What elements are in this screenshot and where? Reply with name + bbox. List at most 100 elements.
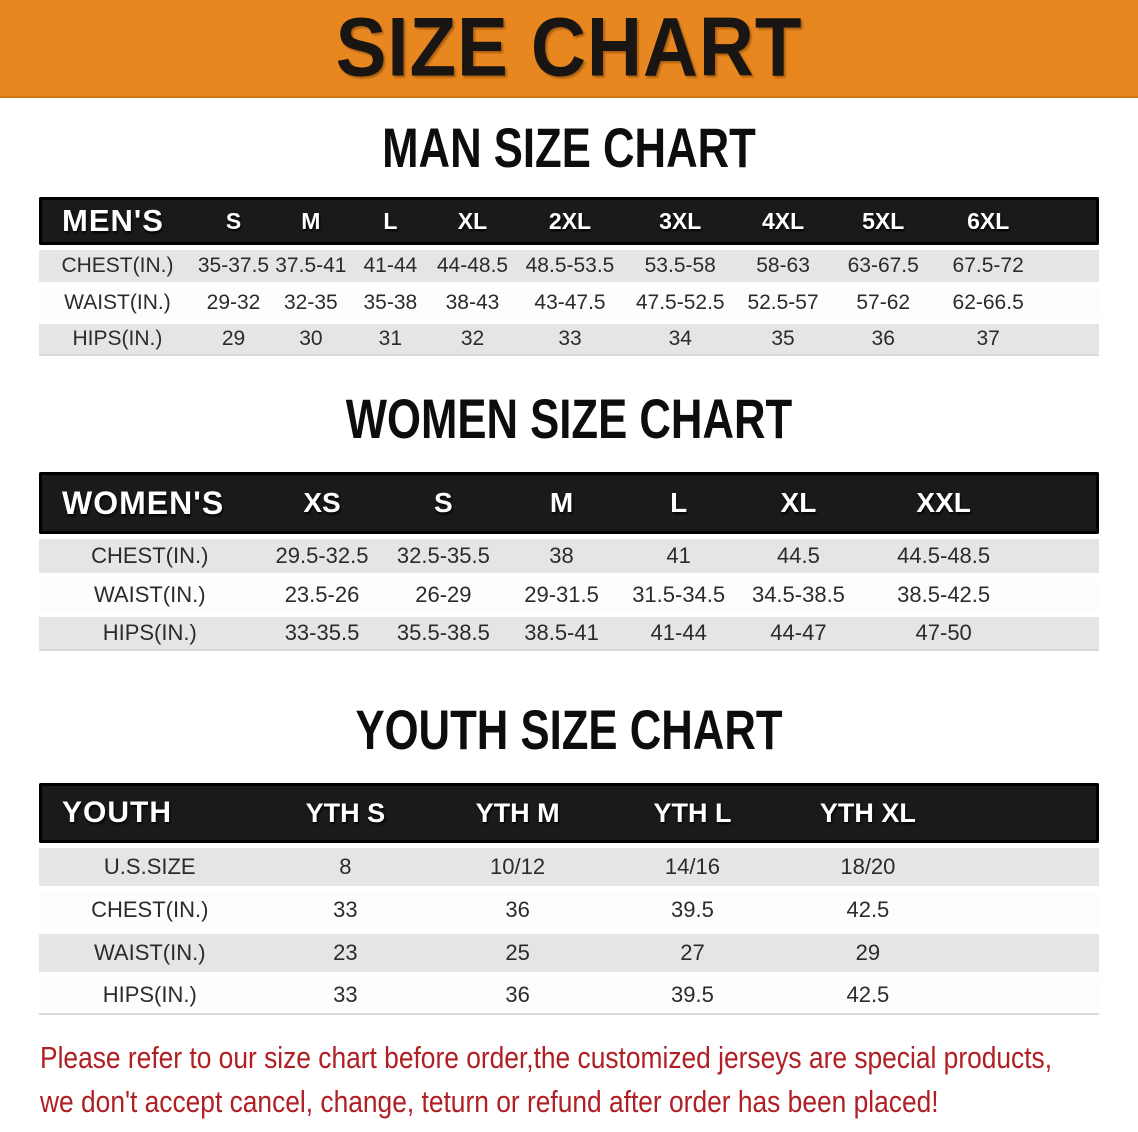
table-cell: 8 bbox=[260, 848, 431, 886]
table-cell: 34 bbox=[625, 324, 736, 356]
table-cell: 48.5-53.5 bbox=[514, 250, 626, 282]
table-cell: 39.5 bbox=[605, 891, 780, 929]
disclaimer-line-1: Please refer to our size chart before or… bbox=[40, 1040, 1053, 1075]
table-cell: 29 bbox=[195, 324, 272, 356]
women-size-section: WOMEN SIZE CHART WOMEN'S XS S M L XL XXL CHEST(… bbox=[0, 391, 1138, 656]
women-size-table: WOMEN'S XS S M L XL XXL CHEST(IN.) 29.5-32.5 32.5… bbox=[39, 467, 1099, 656]
table-cell: 67.5-72 bbox=[935, 250, 1041, 282]
column-header: S bbox=[195, 197, 272, 245]
table-row: HIPS(IN.) 29 30 31 32 33 34 35 36 37 bbox=[39, 324, 1099, 356]
table-cell: 34.5-38.5 bbox=[737, 578, 860, 612]
table-cell: 32.5-35.5 bbox=[383, 539, 504, 573]
table-cell: 26-29 bbox=[383, 578, 504, 612]
table-row: WAIST(IN.) 29-32 32-35 35-38 38-43 43-47.5 47.… bbox=[39, 287, 1099, 319]
table-cell: 35-37.5 bbox=[195, 250, 272, 282]
table-cell: 44-47 bbox=[737, 617, 860, 651]
row-label: HIPS(IN.) bbox=[39, 617, 261, 651]
table-cell: 29 bbox=[779, 934, 956, 972]
table-cell: 30 bbox=[271, 324, 351, 356]
table-cell: 18/20 bbox=[779, 848, 956, 886]
table-cell: 32-35 bbox=[271, 287, 351, 319]
column-header: 2XL bbox=[514, 197, 626, 245]
table-cell: 41 bbox=[619, 539, 738, 573]
column-header: 3XL bbox=[625, 197, 736, 245]
table-row: WAIST(IN.) 23.5-26 26-29 29-31.5 31.5-34.5 34… bbox=[39, 578, 1099, 612]
table-cell: 53.5-58 bbox=[625, 250, 736, 282]
table-cell: 33 bbox=[514, 324, 626, 356]
table-cell: 23 bbox=[260, 934, 431, 972]
table-cell: 10/12 bbox=[430, 848, 606, 886]
table-row: CHEST(IN.) 29.5-32.5 32.5-35.5 38 41 44.5 44.5… bbox=[39, 539, 1099, 573]
table-cell: 32 bbox=[430, 324, 515, 356]
table-cell: 44.5-48.5 bbox=[859, 539, 1028, 573]
table-cell: 47.5-52.5 bbox=[625, 287, 736, 319]
table-cell: 36 bbox=[430, 977, 606, 1015]
youth-size-section: YOUTH SIZE CHART YOUTH YTH S YTH M YTH L YTH… bbox=[0, 702, 1138, 1020]
table-cell: 35.5-38.5 bbox=[383, 617, 504, 651]
page-title: SIZE CHART bbox=[335, 1, 803, 94]
table-cell bbox=[1027, 578, 1099, 612]
column-header: YTH XL bbox=[779, 783, 956, 843]
table-cell: 58-63 bbox=[735, 250, 831, 282]
column-header: 4XL bbox=[735, 197, 831, 245]
row-label: WAIST(IN.) bbox=[39, 934, 261, 972]
table-cell: 33-35.5 bbox=[260, 617, 384, 651]
table-cell bbox=[955, 891, 1099, 929]
women-section-heading: WOMEN SIZE CHART bbox=[345, 387, 793, 450]
row-label: WAIST(IN.) bbox=[39, 578, 261, 612]
table-row: U.S.SIZE 8 10/12 14/16 18/20 bbox=[39, 848, 1099, 886]
table-header-row: MEN'S S M L XL 2XL 3XL 4XL 5XL 6XL bbox=[39, 197, 1099, 245]
table-cell: 14/16 bbox=[605, 848, 780, 886]
table-cell bbox=[1027, 539, 1099, 573]
column-header: XL bbox=[430, 197, 515, 245]
row-label: WAIST(IN.) bbox=[39, 287, 196, 319]
table-cell: 43-47.5 bbox=[514, 287, 626, 319]
table-cell: 37 bbox=[935, 324, 1041, 356]
column-header: YTH S bbox=[260, 783, 431, 843]
table-cell bbox=[955, 934, 1099, 972]
table-cell: 44.5 bbox=[737, 539, 860, 573]
table-cell bbox=[955, 977, 1099, 1015]
group-label: YOUTH bbox=[39, 783, 261, 843]
column-header: 6XL bbox=[935, 197, 1041, 245]
table-cell: 33 bbox=[260, 891, 431, 929]
column-header: XS bbox=[260, 472, 384, 534]
table-cell: 25 bbox=[430, 934, 606, 972]
table-row: HIPS(IN.) 33-35.5 35.5-38.5 38.5-41 41-44 44-… bbox=[39, 617, 1099, 651]
row-label: U.S.SIZE bbox=[39, 848, 261, 886]
disclaimer-line-2: we don't accept cancel, change, teturn o… bbox=[40, 1084, 939, 1119]
row-label: HIPS(IN.) bbox=[39, 977, 261, 1015]
youth-section-heading: YOUTH SIZE CHART bbox=[355, 698, 783, 761]
table-cell bbox=[1040, 324, 1099, 356]
column-header bbox=[1040, 197, 1099, 245]
table-cell: 29.5-32.5 bbox=[260, 539, 384, 573]
table-cell: 37.5-41 bbox=[271, 250, 351, 282]
table-cell: 35-38 bbox=[350, 287, 431, 319]
table-cell: 38.5-42.5 bbox=[859, 578, 1028, 612]
table-cell: 42.5 bbox=[779, 977, 956, 1015]
table-row: HIPS(IN.) 33 36 39.5 42.5 bbox=[39, 977, 1099, 1015]
column-header: L bbox=[619, 472, 738, 534]
table-cell: 47-50 bbox=[859, 617, 1028, 651]
table-cell: 35 bbox=[735, 324, 831, 356]
column-header: L bbox=[350, 197, 431, 245]
column-header: YTH L bbox=[605, 783, 780, 843]
table-cell: 38.5-41 bbox=[503, 617, 620, 651]
men-size-table: MEN'S S M L XL 2XL 3XL 4XL 5XL 6XL CHEST(IN.) 35-37… bbox=[39, 192, 1099, 361]
table-row: WAIST(IN.) 23 25 27 29 bbox=[39, 934, 1099, 972]
table-cell: 33 bbox=[260, 977, 431, 1015]
table-cell: 27 bbox=[605, 934, 780, 972]
youth-size-table: YOUTH YTH S YTH M YTH L YTH XL U.S.SIZE 8 10/12… bbox=[39, 778, 1099, 1020]
table-header-row: YOUTH YTH S YTH M YTH L YTH XL bbox=[39, 783, 1099, 843]
men-size-section: MAN SIZE CHART MEN'S S M L XL 2XL 3XL 4XL 5XL 6XL… bbox=[0, 120, 1138, 361]
row-label: CHEST(IN.) bbox=[39, 539, 261, 573]
table-cell bbox=[1027, 617, 1099, 651]
disclaimer: Please refer to our size chart before or… bbox=[40, 1036, 1138, 1124]
table-cell: 44-48.5 bbox=[430, 250, 515, 282]
table-cell: 36 bbox=[830, 324, 936, 356]
column-header: M bbox=[503, 472, 620, 534]
men-section-heading: MAN SIZE CHART bbox=[382, 116, 756, 179]
table-cell bbox=[1040, 250, 1099, 282]
column-header: XXL bbox=[859, 472, 1028, 534]
